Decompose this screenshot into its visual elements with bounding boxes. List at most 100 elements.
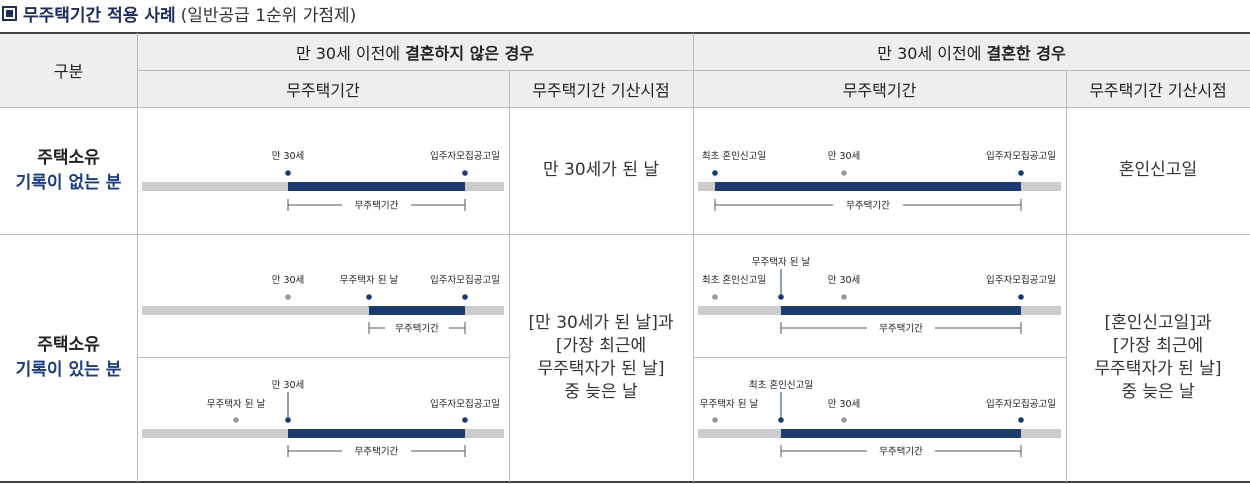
- header-before-prefix: 만 30세 이전에: [295, 43, 406, 63]
- start-text-line: 중 늦은 날: [564, 382, 638, 402]
- label-notice: 입주자모집공고일: [430, 398, 500, 410]
- row-label-line2: 기록이 있는 분: [15, 360, 122, 380]
- header-start-before: 무주택기간 기산시점: [509, 70, 693, 107]
- header-start-label: 무주택기간 기산시점: [532, 80, 670, 100]
- table-divider: [0, 107, 1250, 108]
- table-bottom-border: [0, 481, 1250, 483]
- timeline-r2-after-b: 최초 혼인신고일 무주택자 된 날 만 30세 입주자모집공고일 무주택기간: [693, 357, 1066, 481]
- dot-notice: [462, 170, 468, 176]
- dot-age30: [285, 294, 291, 300]
- square-bullet-icon: [2, 5, 17, 21]
- dot-notice: [462, 294, 468, 300]
- label-age30: 만 30세: [828, 275, 861, 286]
- row-label-has-record: 주택소유 기록이 있는 분: [0, 234, 137, 482]
- table-divider: [137, 357, 509, 358]
- header-before-marriage: 만 30세 이전에 결혼하지 않은 경우: [137, 33, 693, 70]
- dot-age30: [841, 417, 847, 423]
- period-bar: [369, 306, 465, 315]
- row-label-line1: 주택소유: [37, 147, 100, 168]
- label-period: 무주택기간: [395, 324, 439, 335]
- title-sub: (일반공급 1순위 가점제): [180, 5, 357, 26]
- dot-notice: [1018, 294, 1024, 300]
- timeline-r2-after-a: 무주택자 된 날 최초 혼인신고일 만 30세 입주자모집공고일 무주택기간: [693, 234, 1066, 357]
- dot-age30: [285, 170, 291, 176]
- header-period-after: 무주택기간: [693, 70, 1066, 107]
- label-marriage: 최초 혼인신고일: [702, 274, 766, 286]
- header-after-marriage: 만 30세 이전에 결혼한 경우: [693, 33, 1250, 70]
- label-homeless: 무주택자 된 날: [207, 398, 266, 410]
- dot-marriage: [778, 417, 784, 423]
- period-bar: [288, 182, 465, 191]
- label-notice: 입주자모집공고일: [430, 274, 500, 286]
- row-label-line2: 기록이 없는 분: [15, 172, 122, 193]
- header-period-before: 무주택기간: [137, 70, 509, 107]
- dot-homeless: [712, 417, 718, 423]
- label-notice: 입주자모집공고일: [986, 150, 1056, 162]
- dot-age30: [285, 417, 291, 423]
- dot-notice: [462, 417, 468, 423]
- header-start-label: 무주택기간 기산시점: [1089, 80, 1227, 100]
- label-age30: 만 30세: [272, 151, 305, 162]
- table-divider: [693, 357, 1066, 358]
- label-period: 무주택기간: [355, 447, 399, 458]
- period-bar: [288, 429, 465, 438]
- timeline-r1-before: 만 30세 입주자모집공고일 무주택기간: [137, 107, 509, 234]
- start-r1-before: 만 30세가 된 날: [509, 107, 693, 234]
- header-period-label: 무주택기간: [842, 80, 917, 100]
- start-text: 혼인신고일: [1118, 160, 1198, 180]
- dot-marriage: [712, 170, 718, 176]
- header-category-label: 구분: [53, 62, 84, 81]
- start-r1-after: 혼인신고일: [1066, 107, 1250, 234]
- row-label-no-record: 주택소유 기록이 없는 분: [0, 107, 137, 234]
- dot-age30: [841, 170, 847, 176]
- label-age30: 만 30세: [828, 151, 861, 162]
- start-text-line: 중 늦은 날: [1121, 382, 1195, 402]
- title-main: 무주택기간 적용 사례: [23, 5, 176, 26]
- label-period: 무주택기간: [879, 447, 923, 458]
- label-age30: 만 30세: [828, 399, 861, 410]
- header-period-label: 무주택기간: [286, 80, 360, 100]
- start-text-line: 무주택자가 된 날]: [537, 359, 665, 379]
- label-homeless: 무주택자 된 날: [700, 398, 759, 410]
- label-homeless: 무주택자 된 날: [340, 274, 399, 286]
- row-label-line1: 주택소유: [37, 335, 100, 355]
- table-divider: [693, 33, 694, 482]
- label-notice: 입주자모집공고일: [986, 274, 1056, 286]
- label-period: 무주택기간: [846, 201, 890, 212]
- period-bar: [781, 429, 1021, 438]
- start-text-line: [가장 최근에: [1112, 336, 1204, 356]
- label-age30: 만 30세: [272, 380, 305, 391]
- label-period: 무주택기간: [355, 201, 399, 212]
- label-period: 무주택기간: [879, 324, 923, 335]
- label-notice: 입주자모집공고일: [986, 398, 1056, 410]
- start-text-line: [가장 최근에: [555, 336, 647, 356]
- label-homeless: 무주택자 된 날: [752, 256, 811, 268]
- timeline-bar: [142, 306, 504, 315]
- period-bar: [781, 306, 1021, 315]
- table-top-border: [0, 32, 1250, 34]
- section-title: 무주택기간 적용 사례 (일반공급 1순위 가점제): [2, 0, 356, 26]
- start-text-line: [혼인신고일]과: [1104, 313, 1212, 333]
- dot-notice: [1018, 417, 1024, 423]
- dot-notice: [1018, 170, 1024, 176]
- start-text-line: [만 30세가 된 날]과: [528, 313, 674, 333]
- dot-age30: [841, 294, 847, 300]
- table-divider: [137, 33, 138, 482]
- label-notice: 입주자모집공고일: [430, 150, 500, 162]
- label-marriage: 최초 혼인신고일: [749, 379, 813, 391]
- label-age30: 만 30세: [272, 275, 305, 286]
- start-r2-before: [만 30세가 된 날]과 [가장 최근에 무주택자가 된 날] 중 늦은 날: [509, 234, 693, 482]
- dot-marriage: [712, 294, 718, 300]
- timeline-r2-before-b: 만 30세 무주택자 된 날 입주자모집공고일 무주택기간: [137, 357, 509, 481]
- dot-homeless: [366, 294, 372, 300]
- table-divider: [1066, 70, 1067, 482]
- dot-homeless: [778, 294, 784, 300]
- dot-homeless: [233, 417, 239, 423]
- header-after-bold: 결혼한 경우: [986, 43, 1066, 63]
- start-text-line: 무주택자가 된 날]: [1094, 359, 1222, 379]
- header-category: 구분: [0, 33, 137, 107]
- table-divider: [0, 234, 1250, 235]
- start-r2-after: [혼인신고일]과 [가장 최근에 무주택자가 된 날] 중 늦은 날: [1066, 234, 1250, 482]
- label-marriage: 최초 혼인신고일: [702, 150, 766, 162]
- timeline-r1-after: 최초 혼인신고일 만 30세 입주자모집공고일 무주택기간: [693, 107, 1066, 234]
